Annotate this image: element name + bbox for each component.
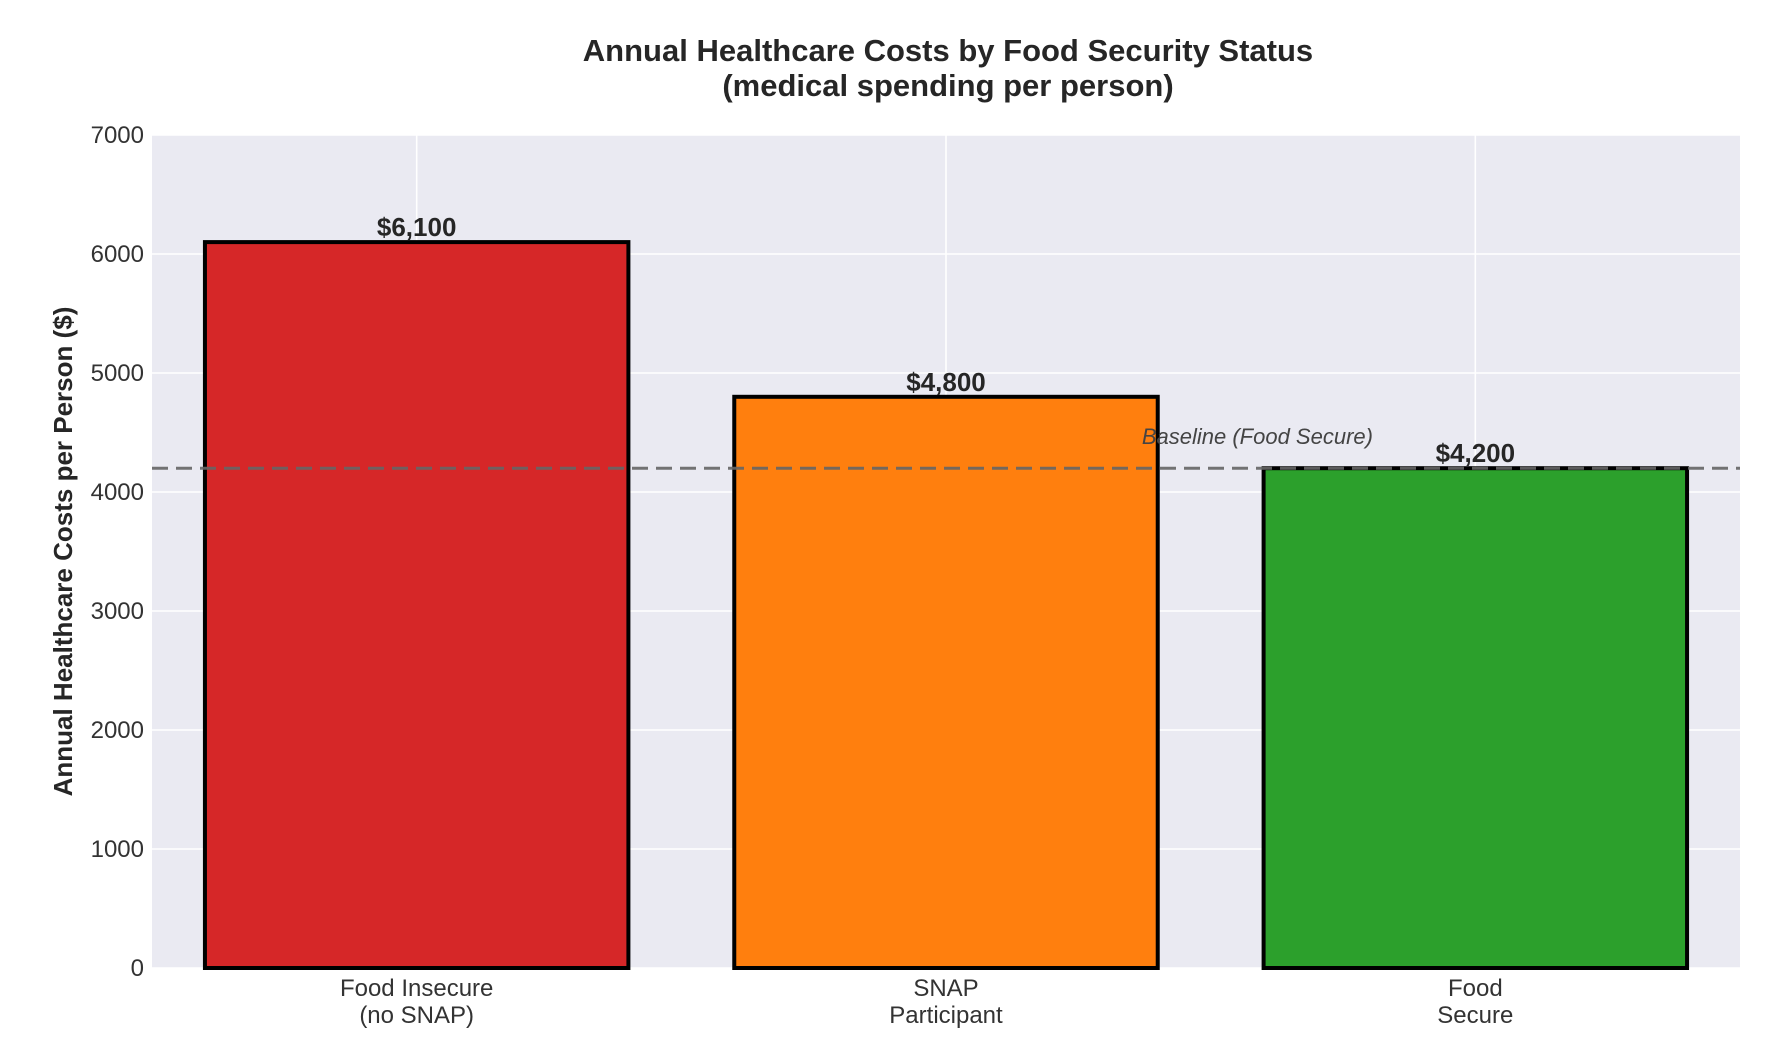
x-category-label: Participant: [889, 1002, 1003, 1029]
y-tick-label: 3000: [91, 598, 144, 625]
y-axis-label: Annual Healthcare Costs per Person ($): [48, 307, 78, 797]
value-label: $6,100: [377, 212, 457, 242]
value-label: $4,800: [906, 367, 986, 397]
y-axis-ticks: 0 1000 2000 3000 4000 5000 6000 7000: [91, 122, 144, 982]
x-category-label: Food Insecure: [340, 975, 493, 1002]
reference-line-group: Baseline (Food Secure): [152, 424, 1740, 470]
x-category-label: SNAP: [913, 975, 978, 1002]
y-tick-label: 5000: [91, 360, 144, 387]
x-category-label: (no SNAP): [359, 1002, 474, 1029]
chart-subtitle: (medical spending per person): [722, 68, 1173, 103]
y-tick-label: 4000: [91, 479, 144, 506]
y-tick-label: 6000: [91, 241, 144, 268]
bars: [202, 240, 1690, 971]
value-labels: $6,100 $4,800 $4,200: [377, 212, 1515, 468]
y-tick-label: 2000: [91, 717, 144, 744]
reference-line-label: Baseline (Food Secure): [1142, 424, 1373, 449]
bar: [1261, 466, 1690, 970]
value-label: $4,200: [1436, 438, 1516, 468]
chart-title: Annual Healthcare Costs by Food Security…: [583, 33, 1313, 68]
bar: [202, 240, 631, 971]
x-category-label: Food: [1448, 975, 1503, 1002]
y-tick-label: 7000: [91, 122, 144, 149]
y-tick-label: 1000: [91, 836, 144, 863]
bar: [732, 394, 1160, 970]
y-tick-label: 0: [131, 955, 144, 982]
x-category-label: Secure: [1437, 1002, 1513, 1029]
